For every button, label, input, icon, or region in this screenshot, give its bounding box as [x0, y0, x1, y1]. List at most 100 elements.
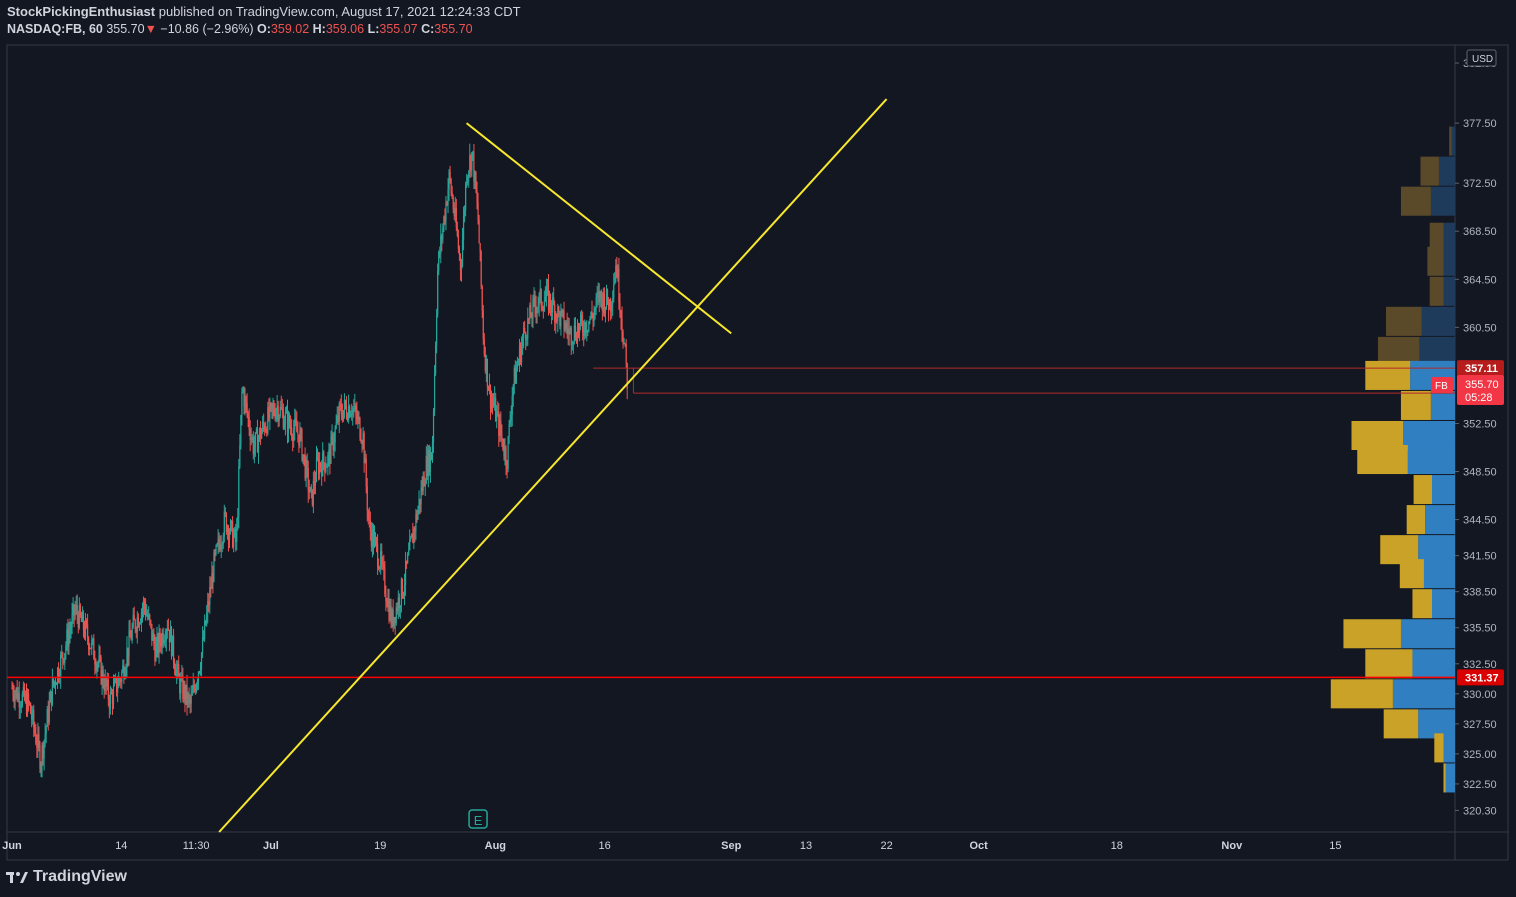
candle-body: [20, 705, 22, 707]
candle-body: [147, 614, 149, 618]
candle-body: [51, 678, 53, 705]
candle-body: [309, 487, 311, 493]
symbol-label[interactable]: NASDAQ:FB, 60: [7, 22, 103, 36]
volume-profile-up-bar: [1429, 276, 1444, 306]
candle-body: [578, 323, 581, 333]
candle-body: [569, 328, 571, 330]
candle-body: [293, 429, 295, 441]
candle-body: [541, 306, 543, 309]
candle-body: [419, 498, 421, 505]
candle-body: [503, 449, 505, 457]
time-axis[interactable]: Jun 14 11:30 Jul 19 Aug 16 Sep 13 22 Oct 18 Nov 15: [2, 840, 1341, 852]
candle-body: [475, 172, 477, 192]
candle-body: [423, 476, 425, 487]
candle-body: [450, 179, 452, 193]
low-value: 355.07: [379, 22, 418, 36]
candle-body: [238, 466, 240, 517]
candle-body: [254, 432, 256, 447]
candle-body: [337, 415, 339, 422]
volume-profile-down-bar: [1421, 306, 1455, 336]
candle-body: [546, 285, 549, 287]
candle-body: [530, 305, 532, 318]
candle-body: [505, 447, 507, 466]
candle-body: [488, 385, 491, 391]
candle-body: [188, 694, 190, 698]
candle-body: [247, 413, 249, 417]
candle-body: [216, 544, 218, 546]
candle-body: [449, 171, 451, 180]
price-axis[interactable]: 382.50377.50372.50368.50364.50360.50352.…: [1455, 58, 1497, 817]
candle-body: [400, 579, 403, 606]
candle-body: [492, 402, 495, 406]
support-trendline[interactable]: [218, 98, 888, 833]
candle-body: [302, 454, 304, 461]
candle-body: [40, 765, 42, 769]
published-text: published on TradingView.com, August 17,…: [158, 4, 521, 19]
candle-body: [322, 451, 324, 476]
candle-body: [278, 416, 280, 421]
candle-body: [201, 637, 204, 654]
tradingview-brand[interactable]: TradingView: [6, 868, 127, 886]
candle-body: [361, 442, 363, 444]
candle-body: [554, 304, 556, 323]
candle-body: [320, 462, 322, 468]
candle-body: [373, 536, 376, 548]
candle-body: [625, 344, 627, 364]
candle-body: [114, 677, 117, 681]
candle-body: [81, 612, 84, 622]
candle-body: [421, 487, 423, 491]
candle-body: [536, 308, 538, 314]
candle-body: [331, 435, 333, 437]
candle-body: [480, 251, 482, 287]
candle-body: [595, 297, 597, 309]
price-tick-label: 372.50: [1463, 178, 1497, 190]
volume-profile-up-bar: [1330, 679, 1393, 709]
last-price: 355.70: [106, 22, 145, 36]
candle-body: [427, 449, 429, 477]
candle-body: [557, 306, 559, 322]
candle-body: [292, 436, 294, 441]
author-name[interactable]: StockPickingEnthusiast: [7, 4, 156, 19]
candle-body: [510, 414, 512, 421]
candle-body: [564, 328, 566, 330]
resistance-trendline[interactable]: [465, 122, 732, 335]
candle-body: [215, 545, 217, 554]
candle-body: [193, 684, 195, 689]
candle-body: [565, 323, 567, 329]
candle-body: [418, 498, 420, 510]
candle-body: [267, 407, 269, 434]
high-label: H:: [312, 22, 326, 36]
candle-body: [363, 432, 365, 464]
candle-body: [476, 191, 478, 203]
candle-body: [266, 429, 268, 434]
candle-body: [200, 653, 203, 669]
candle-body: [172, 635, 175, 662]
candle-body: [130, 637, 132, 640]
candle-body: [168, 629, 171, 643]
candle-body: [41, 745, 43, 766]
candle-body: [234, 528, 236, 536]
candle-body: [315, 457, 318, 482]
candle-body: [243, 389, 245, 407]
candle-body: [313, 480, 316, 486]
candle-body: [235, 528, 237, 542]
volume-profile-up-bar: [1427, 246, 1444, 276]
candle-body: [438, 252, 440, 271]
candle-body: [548, 294, 551, 310]
candle-body: [36, 743, 38, 748]
candle-body: [354, 405, 356, 410]
earnings-marker[interactable]: E: [468, 809, 488, 829]
volume-profile-down-bar: [1443, 222, 1455, 252]
candle-body: [500, 420, 502, 434]
candle-body: [63, 658, 65, 663]
candle-body: [497, 411, 499, 413]
currency-badge[interactable]: USD: [1466, 49, 1497, 67]
candle-body: [274, 413, 276, 419]
candle-body: [465, 183, 467, 210]
candle-body: [249, 429, 251, 441]
candle-body: [353, 408, 355, 410]
candle-body: [527, 318, 529, 339]
candle-body: [236, 527, 238, 542]
